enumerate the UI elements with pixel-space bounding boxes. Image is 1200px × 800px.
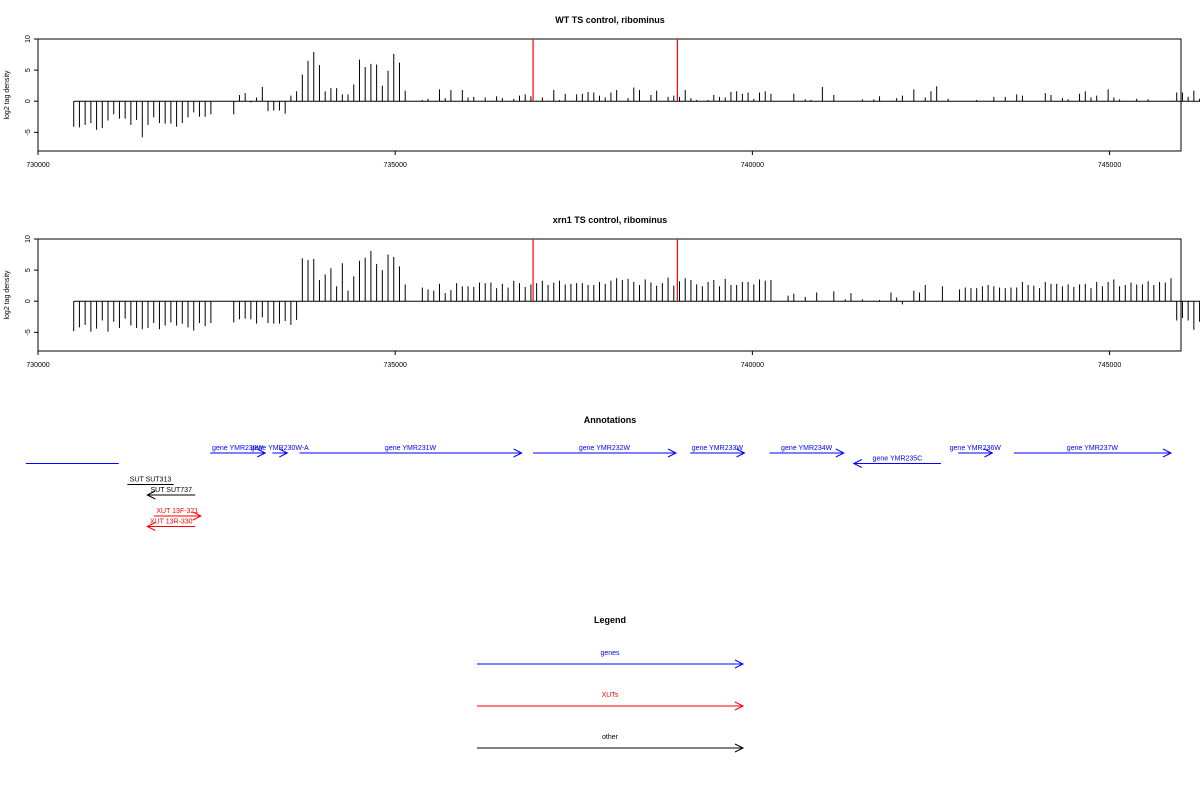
- annotation-feature: gene YMR234W: [769, 445, 845, 458]
- feature-label: gene YMR232W: [579, 445, 631, 452]
- xrn1-coverage-panel: xrn1 TS control, ribominus log2 tag dens…: [4, 215, 1200, 369]
- legend-label: XUTs: [602, 692, 619, 699]
- wt-coverage-bars: [73, 52, 1200, 138]
- y-tick-label: 0: [25, 299, 32, 303]
- y-tick-label: 0: [25, 99, 32, 103]
- arrowhead-right: [835, 448, 845, 458]
- arrowhead-left: [146, 522, 156, 531]
- annotation-feature: gene YMR232W: [533, 445, 678, 458]
- wt-panel-title: WT TS control, ribominus: [555, 15, 665, 25]
- feature-label: gene YMR237W: [1067, 445, 1119, 452]
- feature-label: gene YMR230W-A: [251, 445, 309, 452]
- legend-item-xut: XUTs: [477, 692, 745, 711]
- arrowhead-right: [736, 448, 746, 458]
- legend: Legend genes XUTs other: [477, 615, 745, 753]
- y-tick-label: -5: [25, 129, 32, 135]
- wt-boundary-markers: [532, 39, 678, 102]
- wt-y-axis-label: log2 tag density: [4, 70, 11, 120]
- y-tick-label: 10: [25, 235, 32, 243]
- x-tick-label: 735000: [384, 162, 407, 169]
- legend-item-other: other: [477, 734, 745, 753]
- annotation-feature: gene YMR230W: [210, 445, 267, 458]
- annotation-feature: SUT SUT737: [146, 487, 196, 500]
- arrowhead-left: [852, 459, 863, 468]
- xrn1-x-ticks: 730000 735000 740000 745000: [26, 351, 1121, 369]
- arrowhead-right: [734, 743, 745, 753]
- annotation-feature: gene YMR237W: [1013, 445, 1173, 458]
- legend-items: genes XUTs other: [477, 650, 745, 753]
- legend-title: Legend: [594, 615, 626, 625]
- y-tick-label: 5: [25, 268, 32, 272]
- legend-item-gene: genes: [477, 650, 745, 669]
- annotation-feature: gene YMR236W: [950, 445, 1002, 458]
- feature-label: gene YMR230W: [212, 445, 264, 452]
- annotation-feature: gene YMR235C: [852, 456, 941, 468]
- arrowhead-right: [256, 448, 267, 458]
- xrn1-coverage-bars: [73, 250, 1200, 332]
- annotation-feature: SUT SUT313: [127, 477, 174, 485]
- xrn1-boundary-markers: [532, 239, 678, 302]
- arrowhead-right: [984, 448, 994, 458]
- annotations-title: Annotations: [584, 415, 637, 425]
- annotation-feature: gene YMR233W: [690, 445, 746, 458]
- y-tick-label: 10: [25, 35, 32, 43]
- xrn1-y-axis-label: log2 tag density: [4, 270, 11, 320]
- arrowhead-right: [734, 701, 745, 711]
- annotation-feature: XUT 13F-321: [153, 508, 202, 521]
- feature-label: gene YMR233W: [692, 445, 744, 452]
- annotation-feature: gene YMR230W-A: [251, 445, 309, 458]
- feature-label: gene YMR234W: [781, 445, 833, 452]
- arrowhead-right: [279, 448, 289, 458]
- legend-label: other: [602, 734, 619, 741]
- x-tick-label: 745000: [1098, 162, 1121, 169]
- feature-label: XUT 13F-321: [156, 508, 198, 515]
- annotation-feature: XUT 13R-330: [146, 519, 196, 531]
- arrowhead-right: [667, 448, 678, 458]
- x-tick-label: 745000: [1098, 362, 1121, 369]
- wt-plot-frame: [37, 38, 1182, 152]
- x-tick-label: 740000: [741, 162, 764, 169]
- x-tick-label: 740000: [741, 362, 764, 369]
- feature-label: gene YMR231W: [385, 445, 437, 452]
- xrn1-plot-frame: [37, 238, 1182, 352]
- legend-label: genes: [600, 650, 620, 657]
- feature-label: gene YMR235C: [873, 456, 923, 463]
- arrowhead-right: [734, 659, 745, 669]
- feature-label: XUT 13R-330: [150, 519, 193, 526]
- wt-coverage-panel: WT TS control, ribominus log2 tag densit…: [4, 15, 1200, 169]
- arrowhead-right: [192, 511, 202, 521]
- y-tick-label: 5: [25, 68, 32, 72]
- arrowhead-left: [146, 490, 156, 500]
- wt-y-ticks: -5 0 5 10: [25, 35, 38, 135]
- wt-x-ticks: 730000 735000 740000 745000: [26, 151, 1121, 169]
- arrowhead-right: [1162, 448, 1173, 458]
- feature-label: SUT SUT737: [150, 487, 192, 494]
- x-tick-label: 735000: [384, 362, 407, 369]
- xrn1-panel-title: xrn1 TS control, ribominus: [553, 215, 668, 225]
- annotation-feature: gene YMR231W: [299, 445, 523, 458]
- x-tick-label: 730000: [26, 362, 49, 369]
- y-tick-label: -5: [25, 329, 32, 335]
- arrowhead-right: [513, 448, 523, 458]
- feature-label: SUT SUT313: [130, 477, 172, 484]
- xrn1-y-ticks: -5 0 5 10: [25, 235, 38, 335]
- feature-label: gene YMR236W: [950, 445, 1002, 452]
- x-tick-label: 730000: [26, 162, 49, 169]
